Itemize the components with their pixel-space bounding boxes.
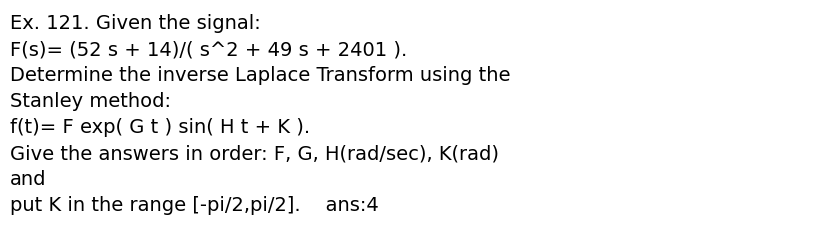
Text: Stanley method:: Stanley method:	[10, 92, 171, 111]
Text: Give the answers in order: F, G, H(rad/sec), K(rad): Give the answers in order: F, G, H(rad/s…	[10, 144, 499, 163]
Text: Determine the inverse Laplace Transform using the: Determine the inverse Laplace Transform …	[10, 66, 510, 85]
Text: f(t)= F exp( G t ) sin( H t + K ).: f(t)= F exp( G t ) sin( H t + K ).	[10, 118, 310, 137]
Text: and: and	[10, 170, 46, 189]
Text: put K in the range [-pi/2,pi/2].    ans:4: put K in the range [-pi/2,pi/2]. ans:4	[10, 196, 378, 215]
Text: Ex. 121. Given the signal:: Ex. 121. Given the signal:	[10, 14, 261, 33]
Text: F(s)= (52 s + 14)/( s^2 + 49 s + 2401 ).: F(s)= (52 s + 14)/( s^2 + 49 s + 2401 ).	[10, 40, 407, 59]
